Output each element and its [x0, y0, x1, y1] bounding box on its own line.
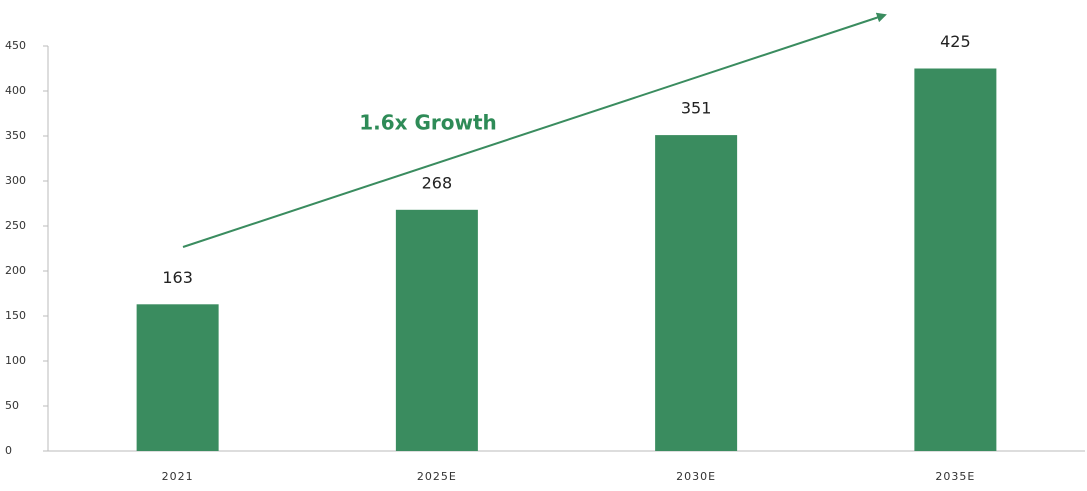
y-tick-label: 0	[5, 444, 12, 457]
y-tick-label: 50	[5, 399, 19, 412]
bar	[395, 209, 478, 451]
y-tick-label: 400	[5, 84, 26, 97]
x-tick-label: 2021	[162, 470, 194, 483]
value-label: 268	[422, 173, 453, 192]
x-tick-label: 2030E	[676, 470, 716, 483]
y-tick-label: 100	[5, 354, 26, 367]
y-tick-label: 200	[5, 264, 26, 277]
bar	[914, 68, 997, 451]
x-tick-label: 2035E	[935, 470, 975, 483]
value-label: 163	[162, 268, 193, 287]
y-tick-label: 300	[5, 174, 26, 187]
annotation: 1.6x Growth	[359, 111, 497, 135]
y-tick-label: 150	[5, 309, 26, 322]
y-tick-label: 350	[5, 129, 26, 142]
growth-arrow	[182, 12, 887, 248]
value-label: 351	[681, 99, 712, 118]
y-tick-label: 250	[5, 219, 26, 232]
bar	[136, 304, 219, 451]
y-tick-label: 450	[5, 39, 26, 52]
bar	[655, 135, 738, 451]
x-tick-label: 2025E	[417, 470, 457, 483]
value-label: 425	[940, 32, 971, 51]
